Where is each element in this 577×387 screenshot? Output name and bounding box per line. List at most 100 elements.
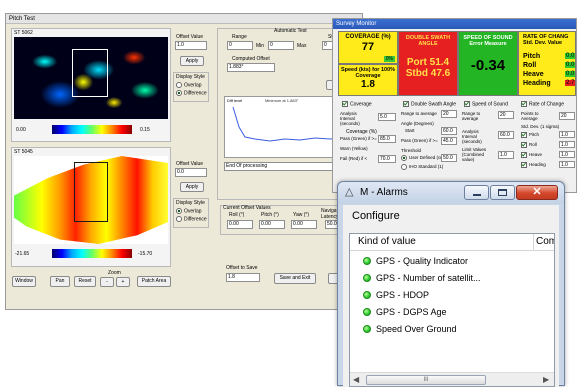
status-ok-icon xyxy=(363,325,371,333)
zoom-out-button[interactable]: - xyxy=(100,277,114,287)
reset-button[interactable]: Reset xyxy=(74,276,96,287)
std-heading-input[interactable]: 1.0 xyxy=(559,161,575,168)
pitch-test-title: Pitch Test xyxy=(9,16,35,22)
std-heave-checkbox[interactable]: Heave xyxy=(521,152,542,158)
range-min-input[interactable]: 0 xyxy=(227,41,253,50)
automatic-test-label: Automatic Test xyxy=(274,28,307,34)
sound-range-average-label: Range to average xyxy=(462,111,481,121)
coverage-value: 77 xyxy=(361,41,375,53)
offset-value-input-2[interactable]: 0.0 xyxy=(175,168,207,177)
user-defined-radio[interactable]: User Defined (cm) xyxy=(401,155,446,161)
rate-roll-label: Roll xyxy=(523,62,537,69)
scroll-left-arrow-icon[interactable]: ◀ xyxy=(353,375,360,384)
overlap-text-2: Overlap xyxy=(184,208,202,215)
top-bathymetry-image[interactable] xyxy=(14,37,168,119)
status-ok-icon xyxy=(363,291,371,299)
display-style-label-2: Display Style xyxy=(176,200,205,206)
patch-area-button[interactable]: Patch Area xyxy=(137,276,171,287)
scroll-right-arrow-icon[interactable]: ▶ xyxy=(543,375,550,384)
check-icon xyxy=(521,162,527,168)
std-pitch-input[interactable]: 1.0 xyxy=(559,131,575,138)
std-roll-input[interactable]: 1.0 xyxy=(559,141,575,148)
points-average-input[interactable]: 20 xyxy=(559,112,575,120)
fail-red-input[interactable]: 70.0 xyxy=(378,155,396,163)
ping-range-input[interactable]: 20 xyxy=(498,111,514,119)
pass-green-label-2: Pass (Green) if >= xyxy=(401,138,438,143)
sound-speed-checkbox[interactable]: Speed of Sound xyxy=(464,101,508,107)
radio-icon xyxy=(176,216,182,222)
std-heave-input[interactable]: 1.0 xyxy=(559,151,575,158)
yaw-value: 0.00 xyxy=(291,220,317,229)
threshold-label: Threshold xyxy=(401,148,422,153)
offset-value-label-2: Offset Value xyxy=(176,161,204,167)
range-min-label: Min xyxy=(256,43,265,49)
range-max-input[interactable]: 0 xyxy=(268,41,294,50)
std-pitch-checkbox[interactable]: Pitch xyxy=(521,132,539,138)
user-defined-input[interactable]: 50.0 xyxy=(441,154,457,162)
yaw-label: Yaw (°) xyxy=(293,212,310,218)
rate-row: Roll xyxy=(523,62,536,69)
list-item[interactable]: Speed Over Ground xyxy=(363,323,457,335)
graph-y-label: Diff level xyxy=(227,98,243,103)
check-icon xyxy=(521,101,527,107)
apply-button-2[interactable]: Apply xyxy=(180,182,204,192)
pass-green-input[interactable]: 85.0 xyxy=(378,135,396,143)
rate-roll-value: 0.0 xyxy=(565,62,575,68)
minimize-icon xyxy=(473,194,481,196)
overlap-radio-2[interactable]: Overlap xyxy=(176,208,202,214)
rate-cb-label: Rate of Change xyxy=(529,101,565,108)
rate-pitch-value: 0.0 xyxy=(565,53,575,59)
alarms-list: Kind of value Com GPS - Quality Indicato… xyxy=(349,233,555,387)
std-heading-checkbox[interactable]: Heading xyxy=(521,162,546,168)
overlap-radio-1[interactable]: Overlap xyxy=(176,82,202,88)
save-exit-button[interactable]: Save and Exit xyxy=(274,273,316,284)
scroll-thumb[interactable]: III xyxy=(366,375,486,385)
list-item[interactable]: GPS - Quality Indicator xyxy=(363,255,468,267)
column-kind-of-value[interactable]: Kind of value xyxy=(358,236,416,247)
iho-standard-radio[interactable]: IHO Standard (1) xyxy=(401,164,443,170)
offset-value-input-1[interactable]: 1.0 xyxy=(175,41,207,50)
configure-menu[interactable]: Configure xyxy=(352,210,400,222)
horizontal-scrollbar[interactable]: ◀ III ▶ xyxy=(350,372,554,386)
bottom-bathymetry-image[interactable] xyxy=(14,156,168,244)
range-average-input[interactable]: 20 xyxy=(441,110,457,118)
list-item[interactable]: GPS - Number of satellit... xyxy=(363,272,481,284)
pitch-label: Pitch (°) xyxy=(261,212,279,218)
alarms-window: △ M - Alarms ✕ Configure Kind of value C… xyxy=(337,181,565,387)
offset-to-save-input[interactable]: 1.8 xyxy=(226,273,260,282)
std-roll-checkbox[interactable]: Roll xyxy=(521,142,537,148)
double-swath-checkbox[interactable]: Double Swath Angle xyxy=(403,101,456,107)
check-icon xyxy=(342,101,348,107)
close-button[interactable]: ✕ xyxy=(516,185,558,200)
pan-button[interactable]: Pan xyxy=(50,276,70,287)
difference-radio-1[interactable]: Difference xyxy=(176,90,207,96)
apply-button-1[interactable]: Apply xyxy=(180,56,204,66)
maximize-button[interactable] xyxy=(490,185,515,200)
list-item[interactable]: GPS - HDOP xyxy=(363,289,429,301)
difference-radio-2[interactable]: Difference xyxy=(176,216,207,222)
coverage-badge: 0% xyxy=(383,56,395,62)
minimize-button[interactable] xyxy=(464,185,489,200)
check-icon xyxy=(521,142,527,148)
top-selection-rectangle[interactable] xyxy=(72,49,108,97)
roll-label: Roll (°) xyxy=(229,212,245,218)
limit-value-input[interactable]: 1.0 xyxy=(498,151,514,159)
bottom-selection-rectangle[interactable] xyxy=(74,162,108,222)
std-heave-label: Heave xyxy=(529,152,543,158)
interval-input[interactable]: 5.0 xyxy=(378,113,396,121)
rate-checkbox[interactable]: Rate of Change xyxy=(521,101,564,107)
top-image-label: ST 5062 xyxy=(14,30,33,36)
zoom-in-button[interactable]: + xyxy=(116,277,130,287)
bottom-image-label: ST 5045 xyxy=(14,149,33,155)
column-com[interactable]: Com xyxy=(536,236,554,247)
coverage-checkbox[interactable]: Coverage xyxy=(342,101,372,107)
rate-heading-value: 2.7 xyxy=(565,80,575,86)
list-item[interactable]: GPS - DGPS Age xyxy=(363,306,447,318)
pitch-test-window: Pitch Test ST 5062 0.00 0.15 ST 5045 -21… xyxy=(5,13,363,310)
overlap-text-1: Overlap xyxy=(184,82,202,89)
analysis-interval-2-input[interactable]: 60.0 xyxy=(498,131,514,139)
pass-green-input-2[interactable]: 45.0 xyxy=(441,137,457,145)
window-button[interactable]: Window xyxy=(12,276,36,287)
angle-start-label: Start xyxy=(405,128,415,133)
angle-start-input[interactable]: 60.0 xyxy=(441,127,457,135)
